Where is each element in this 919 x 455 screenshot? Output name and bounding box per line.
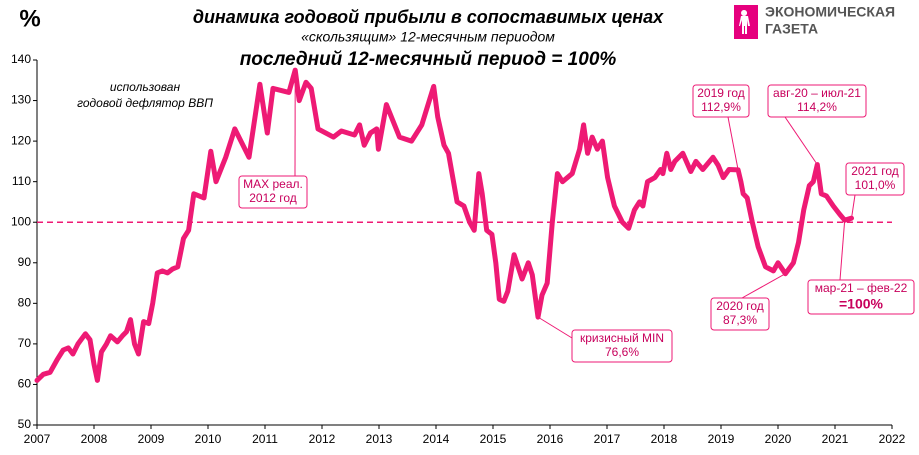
x-tick-label: 2018 xyxy=(651,432,678,446)
x-tick-label: 2010 xyxy=(195,432,222,446)
x-tick-label: 2019 xyxy=(708,432,735,446)
y-tick-label: 110 xyxy=(12,174,31,188)
x-tick-label: 2011 xyxy=(252,432,278,446)
callout-text: 114,2% xyxy=(797,100,837,114)
x-tick-label: 2009 xyxy=(138,432,165,446)
callout-text: 101,0% xyxy=(855,178,896,192)
x-tick-label: 2014 xyxy=(423,432,450,446)
chart-title: динамика годовой прибыли в сопоставимых … xyxy=(193,7,664,27)
callout-text: 87,3% xyxy=(723,313,757,327)
x-tick-label: 2015 xyxy=(480,432,507,446)
x-tick-label: 2012 xyxy=(309,432,336,446)
logo-figure xyxy=(739,10,750,34)
x-tick-label: 2020 xyxy=(765,432,792,446)
callout-box xyxy=(767,84,867,118)
callout-text: авг-20 – июл-21 xyxy=(773,86,861,100)
callout-box xyxy=(710,297,770,331)
callout-box xyxy=(571,329,673,363)
callout-pointer xyxy=(784,116,818,165)
y-tick-label: 90 xyxy=(18,255,32,269)
y-tick-label: 80 xyxy=(18,296,32,310)
x-tick-label: 2017 xyxy=(594,432,621,446)
logo-text: ГАЗЕТА xyxy=(765,21,818,37)
y-tick-label: 70 xyxy=(18,336,32,350)
callout-pointer xyxy=(839,220,846,281)
callout-box xyxy=(692,84,750,118)
callout-box xyxy=(238,175,308,209)
callout-text: 2021 год xyxy=(851,164,899,178)
x-tick-label: 2013 xyxy=(366,432,393,446)
callout-pointer xyxy=(741,273,786,299)
callout-text: 76,6% xyxy=(605,345,639,359)
y-tick-label: 120 xyxy=(11,133,31,147)
x-tick-label: 2008 xyxy=(81,432,108,446)
callout-text: MAX реал. xyxy=(243,177,303,191)
callout-pointer xyxy=(537,316,573,339)
y-axis-label: % xyxy=(19,5,40,32)
x-tick-label: 2021 xyxy=(822,432,849,446)
logo: ЭКОНОМИЧЕСКАЯ ГАЗЕТА xyxy=(734,4,895,39)
x-tick-label: 2022 xyxy=(879,432,906,446)
y-tick-label: 130 xyxy=(11,93,31,107)
note: годовой дефлятор ВВП xyxy=(77,96,213,110)
callout-text: 2012 год xyxy=(249,191,297,205)
note: использован xyxy=(110,80,181,94)
y-tick-label: 50 xyxy=(18,417,32,431)
callout-box xyxy=(807,279,915,315)
callout-pointer xyxy=(851,194,856,219)
callout-text: =100% xyxy=(839,296,884,312)
callout-text: 2019 год xyxy=(697,86,745,100)
x-tick-label: 2007 xyxy=(24,432,51,446)
chart-subtitle: «скользящим» 12-месячным периодом xyxy=(301,29,555,45)
callout-pointer xyxy=(727,116,739,170)
chart-subtitle: последний 12-месячный период = 100% xyxy=(240,49,617,70)
callout-text: мар-21 – фев-22 xyxy=(815,281,908,295)
logo-text: ЭКОНОМИЧЕСКАЯ xyxy=(765,4,895,20)
y-tick-label: 140 xyxy=(11,52,31,66)
x-tick-label: 2016 xyxy=(537,432,564,446)
data-line xyxy=(34,67,854,383)
callout-box xyxy=(845,162,905,196)
callout-text: 112,9% xyxy=(701,100,741,114)
y-tick-label: 100 xyxy=(11,214,31,228)
callout-text: 2020 год xyxy=(716,299,764,313)
callout-text: кризисный MIN xyxy=(580,331,664,345)
y-tick-label: 60 xyxy=(18,377,32,391)
